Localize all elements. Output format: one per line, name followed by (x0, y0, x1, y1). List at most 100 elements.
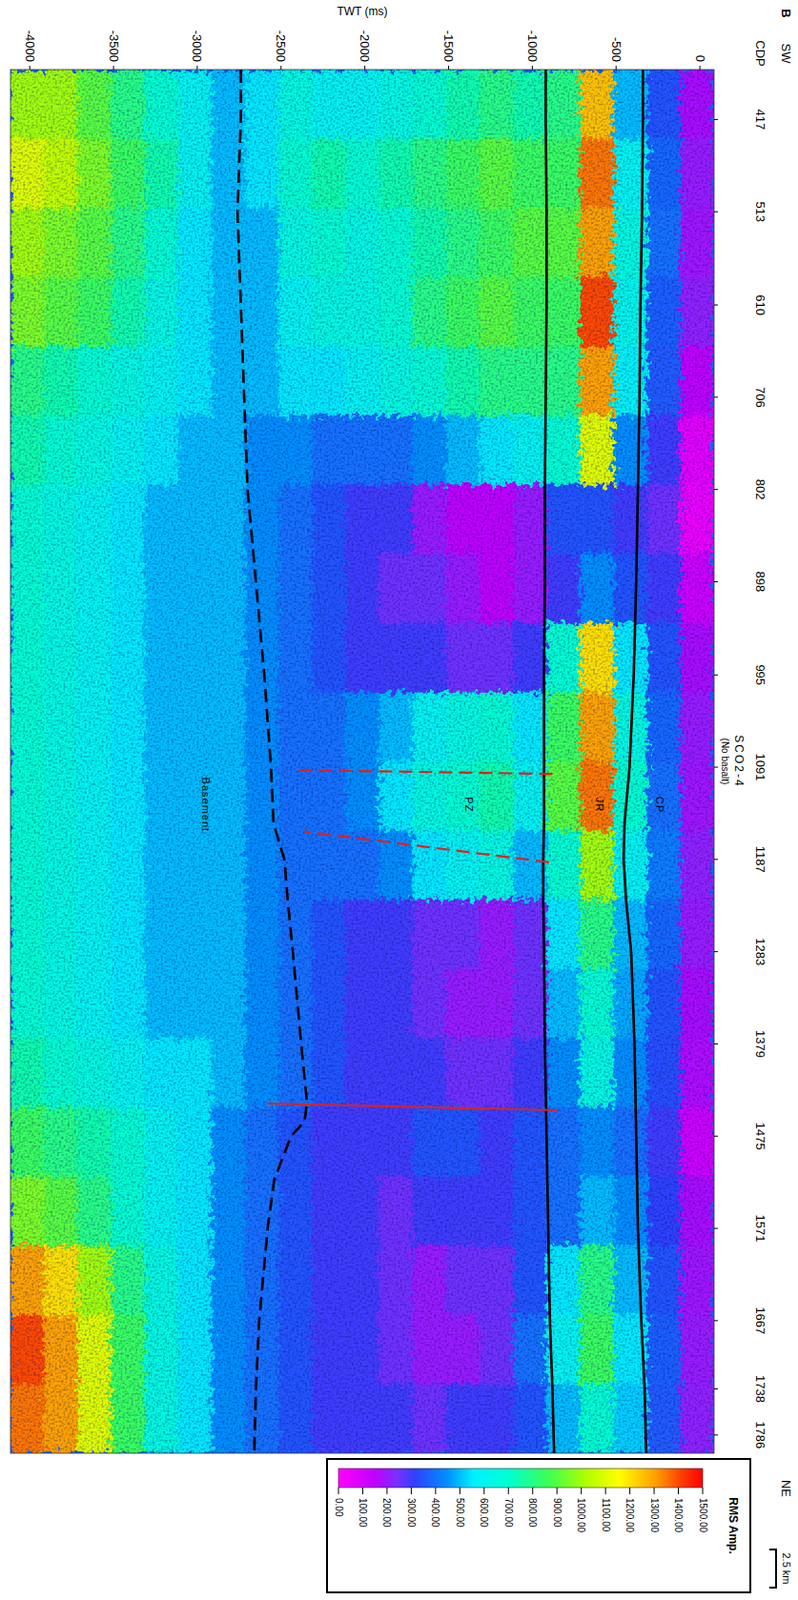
colorbar-label: 300.00 (406, 1498, 417, 1529)
tick (448, 65, 450, 70)
tick (714, 951, 718, 953)
tick-label: -1500 (441, 30, 456, 62)
colorbar-label: 400.00 (429, 1498, 441, 1529)
colorbar-tick (702, 1488, 704, 1495)
tick (714, 305, 718, 307)
figure: CPJRPZBasement41751361070680289899510911… (0, 0, 798, 1600)
layer-label: JR (593, 798, 606, 813)
tick-label: 1786 (753, 1421, 768, 1450)
legend-title: RMS Amp. (726, 1497, 740, 1556)
colorbar-tick (532, 1488, 533, 1495)
tick (699, 65, 701, 70)
plot-background (10, 69, 715, 1454)
tick-label: 995 (753, 664, 768, 686)
tick-label: -2000 (357, 30, 372, 62)
colorbar-tick (362, 1488, 364, 1495)
colorbar-label: 1400.00 (673, 1498, 684, 1535)
colorbar-tick (483, 1488, 485, 1495)
colorbar-tick (508, 1488, 510, 1495)
tick (280, 65, 282, 70)
colorbar (338, 1469, 703, 1489)
colorbar-label: 200.00 (381, 1498, 392, 1529)
tick (714, 211, 718, 213)
cells (10, 69, 715, 1454)
tick (196, 65, 198, 70)
colorbar-label: 1300.00 (649, 1498, 660, 1535)
subtitle: (No basalt) (719, 738, 731, 786)
axis-title: CDP (753, 40, 768, 66)
colorbar-label: 100.00 (357, 1498, 369, 1529)
colorbar-tick (605, 1488, 607, 1495)
horizon (543, 69, 554, 1454)
tick (714, 119, 718, 121)
horizon (623, 69, 647, 1454)
colorbar-label: 1000.00 (575, 1498, 587, 1535)
colorbar-label: 700.00 (503, 1498, 514, 1529)
tick (364, 65, 366, 70)
scale-bar (769, 1550, 777, 1589)
tick-label: -2500 (273, 30, 288, 62)
speckle (10, 69, 715, 1454)
colorbar-label: 1200.00 (624, 1498, 635, 1535)
colorbar-tick (410, 1488, 412, 1495)
tick-label: -3500 (106, 30, 122, 62)
title: SCO2-4 (732, 735, 746, 788)
colorbar-label: 800.00 (527, 1498, 538, 1529)
layer-label: PZ (463, 797, 475, 813)
legend-box (327, 1459, 751, 1594)
chart: CPJRPZBasement41751361070680289899510911… (0, 0, 798, 1600)
tick (714, 489, 718, 491)
colorbar-tick (556, 1488, 558, 1495)
tick-label: -4000 (22, 30, 38, 62)
tick-label: 1571 (753, 1215, 768, 1244)
tick-label: 898 (753, 572, 768, 594)
colorbar-label: 0.00 (333, 1498, 345, 1518)
tick-label: 1379 (753, 1030, 768, 1059)
tick (615, 65, 617, 70)
tick-label: 610 (753, 294, 768, 316)
colorbar-label: 1500.00 (697, 1498, 709, 1535)
tick-label: 1738 (753, 1375, 768, 1404)
tick (714, 581, 718, 583)
tick (113, 65, 115, 70)
tick-label: 1187 (753, 846, 768, 874)
tick (714, 1320, 718, 1322)
panel-label: B (778, 8, 794, 18)
colorbar-tick (580, 1488, 582, 1495)
colorbar-label: 500.00 (454, 1498, 466, 1529)
tick (714, 1228, 718, 1230)
plot-frame (10, 69, 715, 1454)
tick-label: 1475 (753, 1123, 768, 1151)
colorbar-label: 900.00 (552, 1498, 563, 1529)
tick (714, 396, 718, 398)
tick (714, 767, 718, 769)
tick-label: -3000 (189, 30, 205, 62)
colorbar-tick (654, 1488, 655, 1495)
tick-label: 513 (753, 201, 768, 223)
tick (714, 1136, 718, 1138)
colorbar-tick (677, 1488, 679, 1495)
fault (267, 1104, 558, 1111)
tick (714, 1434, 718, 1436)
tick-label: 802 (753, 479, 768, 501)
tick (714, 859, 718, 860)
tick (29, 65, 31, 70)
fault (304, 832, 550, 863)
horizon (237, 69, 307, 1454)
tick-label: 417 (753, 109, 768, 131)
tick (532, 65, 533, 70)
direction-label: SW (778, 43, 794, 65)
colorbar-tick (434, 1488, 436, 1495)
tick (714, 1389, 718, 1391)
layer-label: Basement (200, 777, 212, 834)
tick-label: -1000 (525, 30, 540, 62)
tick-label: 1283 (753, 938, 768, 966)
tick (714, 1043, 718, 1045)
layer-label: CP (654, 797, 666, 814)
scale-label: 2.5 km (780, 1553, 793, 1585)
tick-label: 706 (753, 387, 768, 409)
colorbar-tick (459, 1488, 461, 1495)
colorbar-label: 600.00 (478, 1498, 490, 1529)
tick-label: 1667 (753, 1307, 768, 1335)
tick (714, 675, 718, 676)
